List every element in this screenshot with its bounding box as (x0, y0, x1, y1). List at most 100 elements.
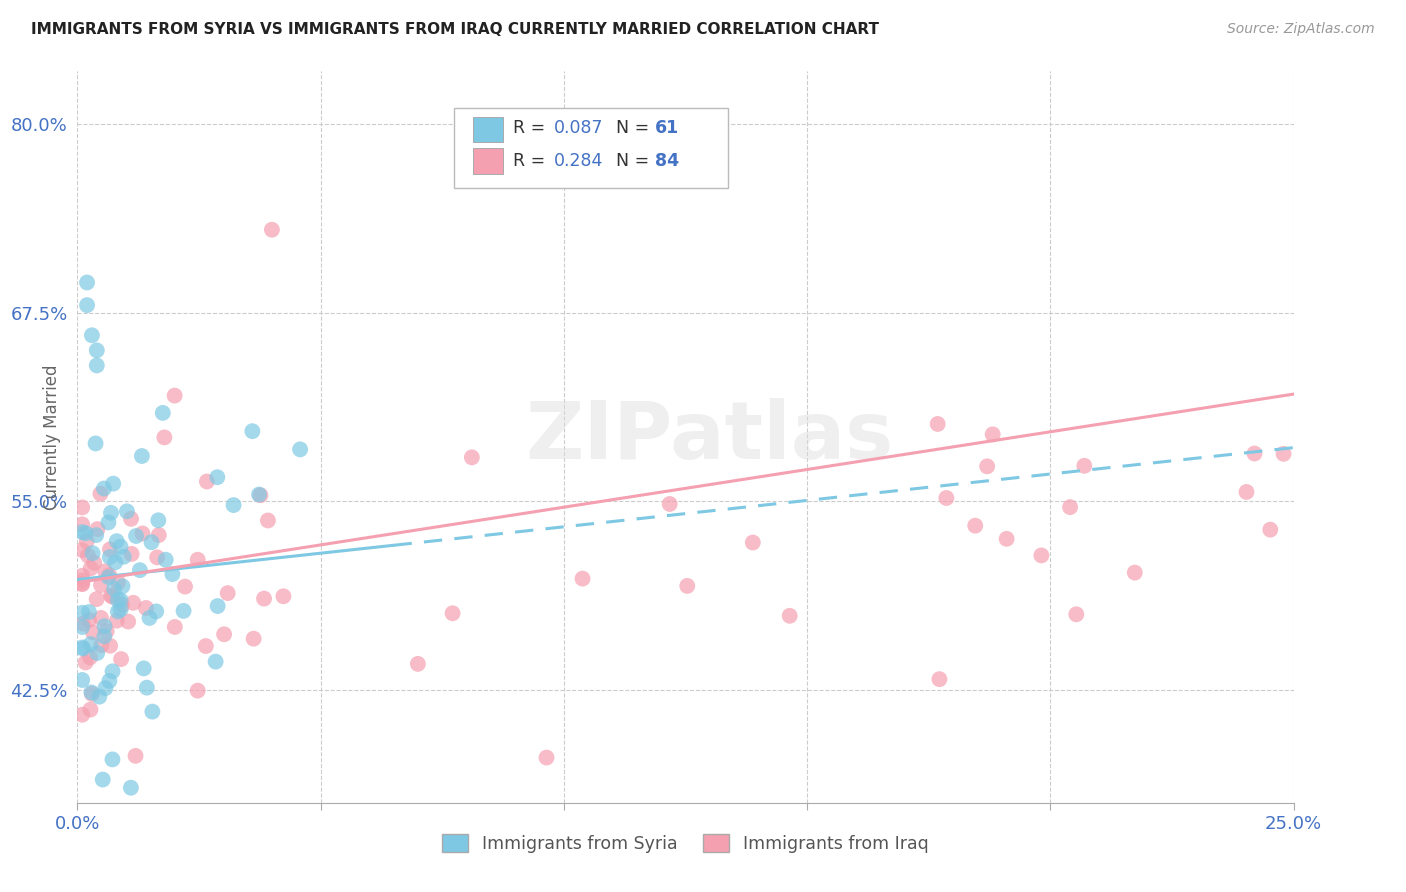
Point (72, 641, 94, 656)
Point (1243, 446, 1265, 460)
Point (70, 543, 93, 558)
Point (135, 681, 157, 695)
Point (80, 687, 103, 701)
Point (131, 526, 153, 541)
Point (70, 568, 93, 582)
Text: 61: 61 (655, 120, 679, 137)
Point (70, 577, 93, 591)
Text: 0.087: 0.087 (554, 120, 603, 137)
Text: R =: R = (513, 152, 551, 169)
Point (89, 690, 111, 704)
Text: IMMIGRANTS FROM SYRIA VS IMMIGRANTS FROM IRAQ CURRENTLY MARRIED CORRELATION CHAR: IMMIGRANTS FROM SYRIA VS IMMIGRANTS FROM… (31, 22, 879, 37)
Point (84, 436, 107, 450)
Point (79, 650, 101, 665)
Point (86, 359, 108, 373)
Point (86, 646, 108, 660)
Point (288, 442, 311, 457)
Point (80, 561, 103, 575)
Point (1031, 549, 1053, 563)
Text: Source: ZipAtlas.com: Source: ZipAtlas.com (1227, 22, 1375, 37)
Point (260, 223, 283, 237)
Point (79, 702, 101, 716)
Point (103, 582, 125, 596)
Text: N =: N = (616, 152, 655, 169)
Point (162, 567, 184, 582)
Point (70, 525, 93, 540)
Point (93, 629, 115, 643)
Point (107, 593, 129, 607)
Point (121, 547, 143, 561)
Point (82, 625, 104, 640)
Point (76, 276, 98, 290)
Point (75, 656, 97, 670)
Point (98, 550, 121, 565)
Point (212, 627, 235, 641)
Point (1258, 523, 1281, 537)
Point (273, 589, 295, 603)
Point (70, 517, 93, 532)
Point (1272, 447, 1295, 461)
Point (98, 673, 121, 688)
Point (194, 639, 217, 653)
Point (80, 685, 103, 699)
Point (101, 752, 124, 766)
Point (741, 535, 763, 549)
Text: 0.284: 0.284 (554, 152, 603, 169)
Point (100, 506, 122, 520)
Point (253, 591, 276, 606)
Point (207, 599, 229, 613)
FancyBboxPatch shape (454, 108, 728, 188)
Point (112, 549, 135, 564)
Point (76, 298, 98, 312)
Text: N =: N = (616, 120, 655, 137)
Point (90, 611, 112, 625)
Point (976, 459, 998, 474)
Point (135, 601, 157, 615)
Point (138, 611, 160, 625)
Point (257, 513, 280, 527)
Point (132, 661, 155, 675)
Point (91, 772, 114, 787)
Point (101, 665, 124, 679)
Point (72, 616, 94, 631)
Point (536, 750, 558, 764)
Point (115, 504, 138, 518)
Point (141, 535, 163, 549)
Point (82, 546, 104, 560)
Point (98, 639, 121, 653)
Point (70, 673, 93, 687)
Point (111, 579, 134, 593)
Point (195, 475, 218, 489)
Point (83, 556, 105, 570)
Point (105, 534, 128, 549)
Point (676, 579, 699, 593)
Point (117, 615, 139, 629)
Point (80, 637, 103, 651)
Point (77, 613, 100, 627)
Point (110, 540, 132, 554)
Point (1236, 485, 1258, 500)
FancyBboxPatch shape (472, 148, 503, 174)
Point (104, 555, 127, 569)
Y-axis label: Currently Married: Currently Married (42, 364, 60, 510)
Point (461, 450, 484, 465)
Point (1066, 607, 1088, 622)
Point (84, 528, 107, 542)
Point (101, 590, 124, 604)
Point (779, 608, 801, 623)
Point (173, 604, 195, 618)
Point (100, 589, 122, 603)
Point (107, 605, 129, 619)
Point (240, 424, 263, 438)
Point (111, 598, 134, 612)
Point (94, 564, 117, 578)
Point (222, 498, 245, 512)
Point (70, 707, 93, 722)
Point (86, 522, 108, 536)
Point (110, 602, 132, 616)
Point (249, 488, 271, 502)
Point (146, 550, 169, 565)
Point (120, 780, 142, 795)
Point (125, 529, 148, 543)
Point (70, 576, 93, 591)
